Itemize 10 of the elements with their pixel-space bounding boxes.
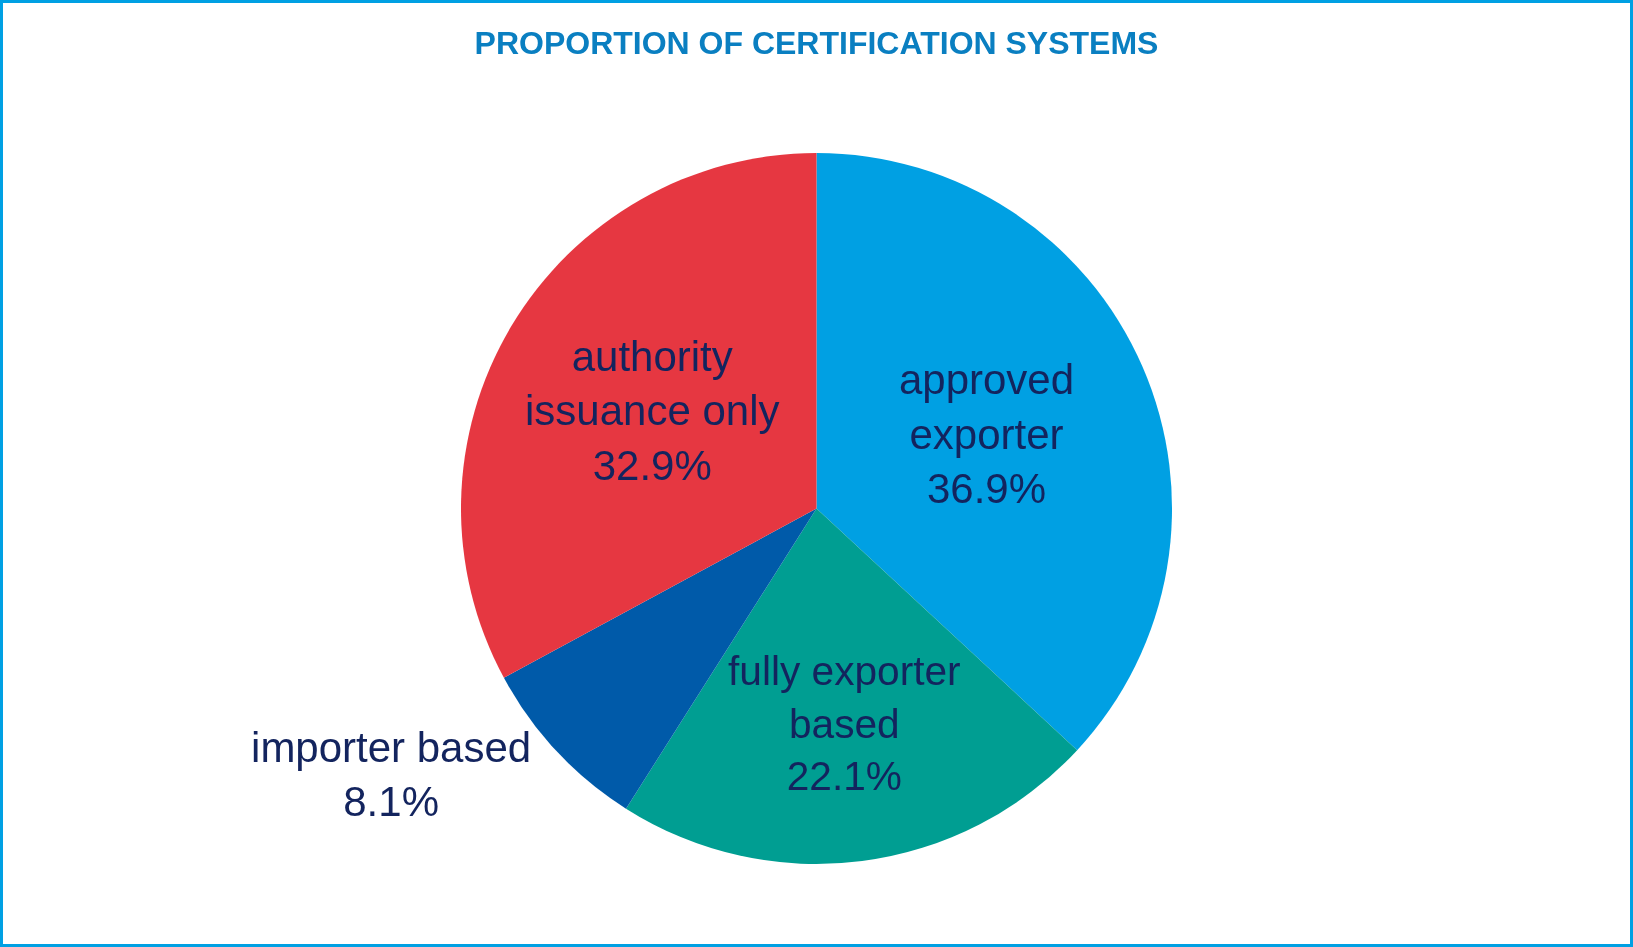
slice-label: fully exporter based xyxy=(728,647,961,747)
chart-title: PROPORTION OF CERTIFICATION SYSTEMS xyxy=(474,24,1159,61)
data-label: 8.1% xyxy=(343,778,439,826)
slice-label: authority issuance only xyxy=(524,332,780,435)
data-label: 32.9% xyxy=(592,441,712,489)
pie-slice xyxy=(626,508,1078,864)
slice-label: approved exporter xyxy=(898,356,1075,458)
slice-label: importer based xyxy=(251,723,532,771)
data-label: 36.9% xyxy=(926,465,1047,513)
data-label: 22.1% xyxy=(786,753,902,800)
